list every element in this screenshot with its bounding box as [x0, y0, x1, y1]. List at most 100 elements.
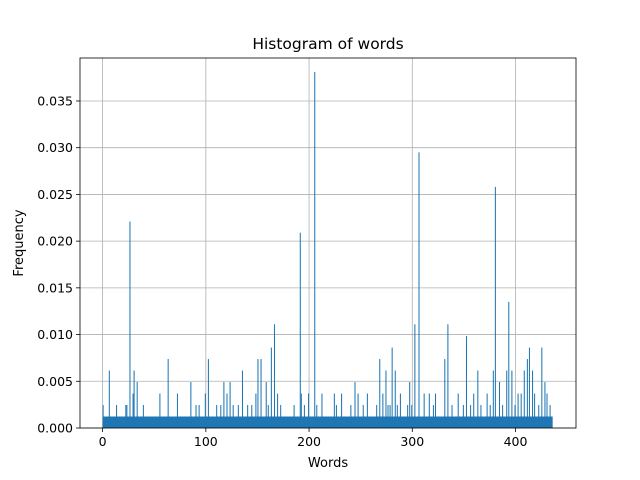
bar — [385, 370, 387, 428]
x-tick-label: 200 — [297, 434, 321, 449]
bar — [251, 405, 253, 428]
baseline-bars — [102, 416, 553, 428]
bar — [391, 347, 393, 428]
axes-frame — [79, 57, 577, 429]
bar — [465, 336, 467, 428]
bar — [136, 382, 138, 428]
bar — [508, 301, 510, 428]
bar — [255, 393, 257, 428]
bar — [265, 382, 267, 428]
bar — [237, 405, 239, 428]
y-axis-label: Frequency — [12, 209, 27, 276]
bar — [376, 405, 378, 428]
bar — [108, 370, 110, 428]
bar — [462, 405, 464, 428]
bar — [549, 405, 551, 428]
bar-series — [102, 72, 553, 429]
y-tick-label: 0.030 — [37, 140, 73, 155]
bar — [293, 405, 295, 428]
bar — [366, 393, 368, 428]
plot-area — [80, 58, 576, 428]
bar — [321, 393, 323, 428]
grid-lines — [80, 58, 576, 429]
bar — [277, 393, 279, 428]
bar — [335, 405, 337, 428]
bar — [489, 405, 491, 428]
bar — [316, 405, 318, 428]
bar — [498, 382, 501, 428]
bar — [502, 405, 504, 428]
bar — [167, 359, 169, 428]
bar — [280, 405, 282, 428]
y-tick-label: 0.020 — [37, 234, 73, 249]
bar — [447, 324, 449, 428]
bar — [470, 405, 472, 428]
bar — [506, 370, 508, 428]
bar — [523, 370, 525, 428]
bar — [407, 405, 409, 428]
bar — [444, 359, 446, 428]
bar — [241, 370, 243, 428]
bar — [300, 393, 302, 428]
y-tick-label: 0.010 — [37, 327, 73, 342]
bar — [382, 393, 384, 428]
bar — [477, 370, 479, 428]
bar — [389, 405, 391, 428]
y-tick-label: 0.025 — [37, 187, 73, 202]
bar — [207, 359, 209, 428]
bar — [387, 405, 389, 428]
y-tick-label: 0.000 — [37, 421, 73, 436]
bar — [216, 405, 218, 428]
bar — [314, 72, 316, 429]
bar — [176, 393, 178, 428]
y-tick-label: 0.015 — [37, 280, 73, 295]
bar — [399, 393, 401, 428]
bar — [229, 382, 231, 428]
bar — [541, 347, 543, 428]
bar — [357, 393, 359, 428]
bar — [409, 382, 411, 428]
bar — [260, 359, 262, 428]
bar — [223, 382, 225, 428]
y-tick-label: 0.035 — [37, 93, 73, 108]
bar — [418, 152, 420, 428]
bar — [116, 405, 118, 428]
bar — [350, 405, 352, 428]
bar — [538, 405, 540, 428]
bar — [273, 324, 275, 428]
bar — [546, 393, 548, 428]
x-tick-label: 400 — [504, 434, 528, 449]
bar — [451, 405, 453, 428]
bar — [494, 186, 496, 428]
bar — [159, 393, 161, 428]
bar — [432, 405, 434, 428]
y-tick-label: 0.005 — [37, 374, 73, 389]
bar — [354, 382, 356, 428]
x-axis-ticks: 0 100 200 300 400 — [99, 428, 528, 449]
bar — [396, 405, 398, 428]
bar — [308, 393, 310, 428]
x-axis-label: Words — [308, 456, 348, 471]
bar — [434, 393, 437, 428]
bar — [379, 359, 381, 428]
bar — [480, 405, 482, 428]
bar — [341, 393, 343, 428]
bar — [299, 232, 301, 428]
bar — [102, 405, 104, 428]
bar — [517, 393, 519, 428]
bar — [220, 405, 222, 428]
bar — [514, 405, 516, 428]
bar — [423, 393, 425, 428]
bar — [142, 405, 144, 428]
bar — [532, 370, 534, 428]
bar — [226, 393, 228, 428]
bar — [511, 370, 513, 428]
bar — [126, 405, 128, 428]
y-axis-ticks: 0.000 0.005 0.010 0.015 0.020 0.025 0.030 0.035 — [37, 93, 80, 436]
bar — [528, 347, 530, 428]
bar — [195, 405, 197, 428]
bar — [132, 393, 134, 428]
bar — [394, 370, 396, 428]
bar — [492, 370, 494, 428]
